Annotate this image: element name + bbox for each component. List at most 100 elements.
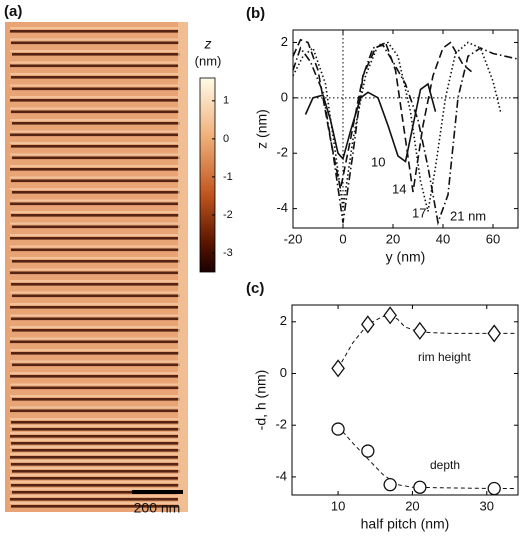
stripe-rim [10, 268, 178, 271]
stripe [12, 329, 180, 332]
x-tick-label: -20 [284, 231, 303, 246]
stripe-rim [10, 199, 178, 202]
stripe [12, 225, 180, 229]
stripe-rim [10, 188, 178, 190]
y-tick-label: 2 [281, 34, 288, 49]
stripe-rim [10, 383, 178, 386]
scale-bar-label: 200 nm [134, 500, 181, 516]
stripe [11, 179, 179, 183]
x-tick-label: 30 [480, 498, 494, 513]
stripe [12, 470, 180, 473]
colorbar-tick-label: -1 [223, 171, 233, 183]
colorbar-title: (nm) [195, 53, 222, 68]
stripe-rim [10, 291, 178, 294]
stripe-rim [10, 326, 178, 328]
stripe-rim [10, 446, 178, 448]
colorbar-title: z [204, 36, 212, 52]
stripe-rim [10, 50, 178, 52]
stripe-rim [10, 474, 178, 476]
stripe-rim [10, 502, 178, 504]
stripe [11, 110, 179, 114]
data-point [361, 444, 375, 458]
stripe [11, 145, 179, 148]
stripe [11, 76, 179, 79]
stripe [11, 421, 179, 424]
stripe [11, 352, 179, 355]
curve-label: 10 [371, 154, 385, 169]
stripe-rim [10, 418, 178, 420]
data-point [487, 324, 502, 343]
stripe-rim [10, 27, 178, 29]
stripe-rim [10, 61, 178, 64]
stripe [11, 463, 179, 466]
stripe [10, 340, 178, 344]
y-tick-label: 2 [280, 313, 287, 328]
stripe-rim [10, 406, 178, 409]
stripe-rim [10, 481, 178, 483]
profile-line [292, 44, 519, 226]
series-label: depth [430, 458, 460, 472]
x-tick-label: 0 [339, 231, 346, 246]
stripe-rim [10, 432, 178, 434]
stripe-rim [10, 176, 178, 179]
plot-frame [291, 304, 519, 496]
stripe-rim [10, 257, 178, 259]
stripe-rim [10, 314, 178, 317]
profile-line [292, 38, 474, 193]
data-point [413, 321, 427, 340]
data-point [331, 359, 345, 378]
data-point [413, 480, 427, 494]
stripe-rim [10, 349, 178, 351]
x-tick-label: 10 [331, 498, 345, 513]
profile-line [292, 41, 502, 212]
data-point [383, 478, 397, 492]
stripe-rim [10, 245, 178, 248]
x-axis-label: y (nm) [386, 249, 426, 265]
stripe-rim [10, 153, 178, 156]
stripe-rim [10, 96, 178, 98]
x-tick-label: 40 [436, 231, 450, 246]
edge [178, 22, 188, 512]
stripe-rim [10, 460, 178, 462]
y-axis-label: -d, h (nm) [253, 370, 269, 431]
colorbar-tick-label: -2 [223, 209, 233, 221]
stripe-rim [10, 107, 178, 110]
stripe-rim [10, 439, 178, 441]
stripe-rim [10, 38, 178, 41]
stripe [12, 156, 180, 160]
colorbar-tick-label: -3 [223, 247, 233, 259]
stripe [12, 122, 180, 125]
stripe [12, 398, 180, 401]
stripe-rim [10, 372, 178, 374]
fit-curve [337, 314, 517, 369]
stripe-rim [10, 488, 178, 490]
curve-label: 21 nm [450, 208, 486, 223]
stripe [11, 41, 179, 45]
stripe-rim [10, 467, 178, 469]
stripe [10, 271, 178, 275]
stripe-rim [10, 73, 178, 75]
stripe [10, 498, 178, 501]
stripe [11, 317, 179, 321]
stripe [10, 99, 178, 102]
fit-curve [337, 426, 517, 489]
stripe [11, 214, 179, 217]
stripe [10, 477, 178, 480]
stripe [10, 30, 178, 33]
stripe [11, 442, 179, 445]
stripe [11, 505, 179, 508]
stripe-rim [10, 84, 178, 87]
data-point [383, 306, 397, 325]
x-tick-label: 20 [405, 498, 419, 513]
stripe-rim [10, 453, 178, 455]
stripe [12, 53, 180, 56]
stripe-rim [10, 234, 178, 236]
colorbar-tick-label: 1 [223, 95, 229, 107]
stripe [10, 456, 178, 459]
stripe [10, 237, 178, 240]
plot-frame [292, 29, 519, 229]
stripe [10, 64, 178, 68]
stripe [10, 202, 178, 206]
stripe [11, 386, 179, 390]
